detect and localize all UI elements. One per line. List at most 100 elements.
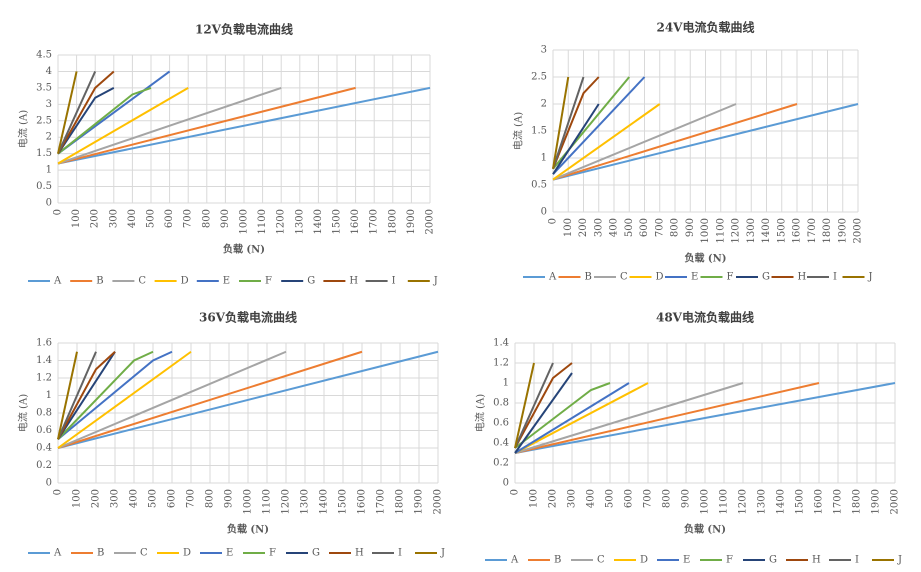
y-tick-label: 1.2: [36, 373, 52, 384]
x-axis-label: 负载 (N): [684, 252, 726, 265]
x-tick-label: 1000: [239, 209, 250, 234]
y-axis-label: 电流 (A): [17, 394, 30, 432]
y-tick-label: 3: [541, 45, 547, 56]
x-tick-label: 900: [224, 489, 235, 508]
y-tick-label: 0.2: [36, 460, 52, 471]
legend-label: E: [226, 548, 233, 559]
legend-label: J: [897, 555, 902, 566]
x-tick-label: 1300: [757, 489, 768, 514]
series-line: [57, 71, 97, 155]
series-line: [514, 362, 554, 449]
x-tick-label: 2000: [890, 489, 901, 514]
chart-title: 48V电流负载曲线: [656, 310, 754, 325]
x-tick-label: 1100: [257, 209, 268, 234]
legend-label: D: [656, 272, 664, 283]
y-tick-label: 1.5: [531, 126, 547, 137]
series-line: [57, 71, 78, 154]
x-tick-label: 1200: [281, 489, 292, 514]
x-tick-label: 100: [71, 209, 82, 228]
x-tick-label: 1600: [350, 209, 361, 234]
x-tick-label: 1800: [395, 489, 406, 514]
legend-label: C: [138, 276, 146, 287]
legend-label: B: [97, 548, 104, 559]
legend-label: B: [96, 276, 103, 287]
x-axis-label: 负载 (N): [684, 523, 726, 536]
x-tick-label: 1600: [357, 489, 368, 514]
x-tick-label: 1700: [376, 489, 387, 514]
x-tick-label: 1400: [776, 489, 787, 514]
x-tick-label: 200: [578, 218, 589, 237]
x-tick-label: 1300: [294, 209, 305, 234]
x-tick-label: 0: [548, 218, 559, 224]
series-line: [57, 351, 116, 440]
x-tick-label: 200: [548, 489, 559, 508]
series-line: [552, 76, 646, 175]
legend-label: C: [620, 272, 628, 283]
x-tick-label: 2000: [433, 489, 444, 514]
y-tick-label: 0.5: [36, 181, 52, 192]
legend-label: E: [683, 555, 690, 566]
legend-label: G: [312, 548, 320, 559]
x-tick-label: 2000: [425, 209, 436, 234]
series-line: [514, 382, 820, 454]
y-tick-label: 0.4: [36, 443, 52, 454]
series-line: [57, 351, 78, 440]
legend-label: A: [53, 276, 62, 287]
x-tick-label: 600: [164, 209, 175, 228]
x-axis-label: 负载 (N): [227, 523, 269, 536]
series-line: [57, 350, 173, 441]
x-tick-label: 1900: [406, 209, 417, 234]
x-tick-label: 300: [567, 489, 578, 508]
legend-label: I: [398, 548, 402, 559]
y-tick-label: 4: [46, 66, 52, 77]
y-tick-label: 2: [46, 132, 52, 143]
x-tick-label: 300: [108, 209, 119, 228]
legend-label: G: [762, 272, 770, 283]
y-tick-label: 0.5: [531, 180, 547, 191]
x-tick-label: 0: [53, 209, 64, 215]
series-line: [57, 87, 189, 165]
x-tick-label: 600: [167, 489, 178, 508]
legend-label: A: [510, 555, 519, 566]
x-tick-label: 600: [624, 489, 635, 508]
series-line: [57, 87, 115, 155]
x-tick-label: 700: [654, 218, 665, 237]
y-tick-label: 2: [541, 99, 547, 110]
legend-label: A: [53, 548, 62, 559]
x-tick-label: 200: [90, 209, 101, 228]
series-line: [552, 76, 585, 170]
x-tick-label: 1100: [262, 489, 273, 514]
x-tick-label: 1100: [715, 218, 726, 243]
legend-label: I: [392, 276, 396, 287]
chart-title: 12V负载电流曲线: [195, 22, 293, 37]
x-tick-label: 900: [685, 218, 696, 237]
legend-label: F: [726, 555, 733, 566]
x-tick-label: 100: [563, 218, 574, 237]
series-line: [514, 382, 896, 454]
x-tick-label: 500: [148, 489, 159, 508]
x-tick-label: 2000: [853, 218, 864, 243]
y-tick-label: 0.2: [493, 458, 509, 469]
x-tick-label: 800: [201, 209, 212, 228]
x-tick-label: 800: [662, 489, 673, 508]
legend-label: F: [269, 548, 276, 559]
legend-label: D: [181, 276, 189, 287]
y-axis-label: 电流 (A): [512, 112, 525, 150]
legend-label: H: [798, 272, 807, 283]
x-tick-label: 1400: [761, 218, 772, 243]
x-tick-label: 1700: [369, 209, 380, 234]
y-tick-label: 2.5: [531, 72, 547, 83]
y-axis-label: 电流 (A): [474, 394, 487, 432]
x-tick-label: 400: [586, 489, 597, 508]
x-tick-label: 500: [146, 209, 157, 228]
y-tick-label: 1.4: [493, 338, 509, 349]
legend-label: I: [855, 555, 859, 566]
series-line: [552, 103, 798, 181]
x-tick-label: 600: [639, 218, 650, 237]
series-line: [514, 362, 573, 449]
series-line: [57, 350, 439, 449]
x-tick-label: 1200: [276, 209, 287, 234]
legend-label: B: [554, 555, 561, 566]
legend-label: D: [183, 548, 191, 559]
